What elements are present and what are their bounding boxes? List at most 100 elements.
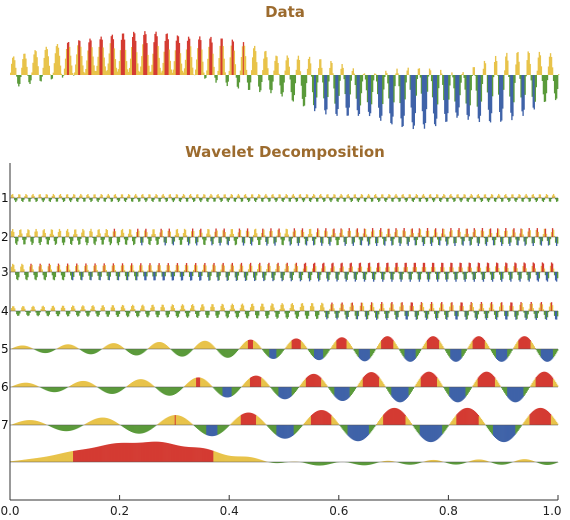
level-bar (495, 425, 498, 439)
level-bar (292, 272, 294, 276)
level-bar (174, 349, 177, 354)
level-bar (245, 311, 248, 318)
data-signal-bar (29, 75, 31, 84)
level-bar (149, 425, 151, 431)
level-bar (430, 302, 433, 311)
level-bar (237, 349, 240, 350)
level-bar (60, 387, 63, 391)
level-bar (479, 375, 482, 387)
level-bar (317, 375, 319, 387)
level-bar (195, 377, 197, 387)
level-bar (282, 304, 284, 311)
level-bar (365, 234, 368, 237)
level-bar (63, 307, 66, 311)
level-bar (260, 377, 262, 387)
level-bar (137, 228, 139, 237)
data-signal-bar (184, 59, 187, 75)
level-bar (540, 237, 543, 246)
level-bar (468, 262, 470, 272)
level-bar (510, 272, 512, 282)
level-bar (178, 198, 181, 202)
level-bar (450, 228, 452, 237)
level-bar (402, 349, 404, 357)
level-bar (62, 387, 65, 390)
level-bar (441, 425, 443, 436)
level-bar (296, 387, 299, 390)
level-bar (433, 267, 436, 272)
level-bar (313, 195, 316, 198)
data-signal-bar (99, 39, 101, 75)
level-bar (216, 349, 218, 351)
level-bar (224, 349, 226, 358)
level-bar (547, 462, 550, 465)
level-bar (480, 418, 483, 425)
level-bar (94, 263, 96, 272)
level-bar (525, 387, 527, 393)
data-signal-bar (475, 75, 478, 91)
level-bar (119, 310, 122, 311)
level-bar (348, 228, 350, 237)
level-bar (319, 309, 321, 311)
level-bar (479, 336, 482, 349)
level-bar (39, 263, 41, 272)
level-bar (361, 425, 364, 441)
level-bar (32, 420, 34, 425)
level-bar (319, 272, 321, 280)
level-bar (498, 383, 500, 387)
level-bar (451, 387, 453, 400)
level-bar (126, 196, 129, 198)
level-bar (339, 268, 341, 272)
level-bar (125, 237, 128, 245)
level-bar (241, 344, 244, 349)
data-signal-bar (365, 75, 368, 91)
level-bar (481, 303, 484, 311)
level-bar (403, 196, 405, 198)
level-bar (305, 377, 308, 387)
level-bar (304, 262, 307, 272)
level-bar (495, 262, 498, 272)
level-bar (137, 311, 139, 318)
level-bar (544, 409, 547, 425)
level-bar (133, 237, 135, 246)
level-bar (251, 413, 254, 425)
level-bar (142, 237, 144, 243)
level-bar (317, 272, 319, 279)
level-bar (45, 456, 47, 462)
level-bar (296, 338, 299, 349)
level-bar (232, 421, 235, 425)
level-bar (158, 311, 160, 315)
level-bar (209, 272, 211, 281)
level-bar (305, 237, 308, 246)
level-bar (23, 420, 25, 425)
level-bar (381, 272, 383, 280)
level-bar (288, 425, 290, 438)
level-bar (490, 272, 493, 280)
level-bar (250, 413, 253, 425)
level-bar (483, 372, 486, 387)
level-bar (105, 229, 107, 237)
level-bar (204, 340, 206, 349)
level-bar (506, 263, 508, 272)
level-bar (134, 442, 136, 462)
level-bar (211, 195, 213, 198)
level-bar (215, 271, 217, 272)
level-bar (128, 194, 131, 198)
level-bar (21, 198, 23, 201)
level-bar (530, 341, 532, 349)
level-bar (193, 378, 195, 387)
level-bar (369, 198, 372, 200)
data-signal-bar (296, 59, 299, 75)
level-bar (309, 416, 312, 425)
level-bar (340, 193, 342, 198)
level-bar (299, 236, 302, 237)
level-bar (252, 197, 255, 198)
data-signal-bar (503, 75, 505, 90)
level-bar (211, 237, 213, 246)
level-bar (273, 272, 275, 281)
level-bar (51, 387, 54, 393)
level-bar (30, 263, 32, 272)
level-bar (296, 198, 299, 202)
level-bar (36, 385, 38, 387)
level-bar (28, 346, 30, 349)
level-bar (476, 311, 479, 319)
